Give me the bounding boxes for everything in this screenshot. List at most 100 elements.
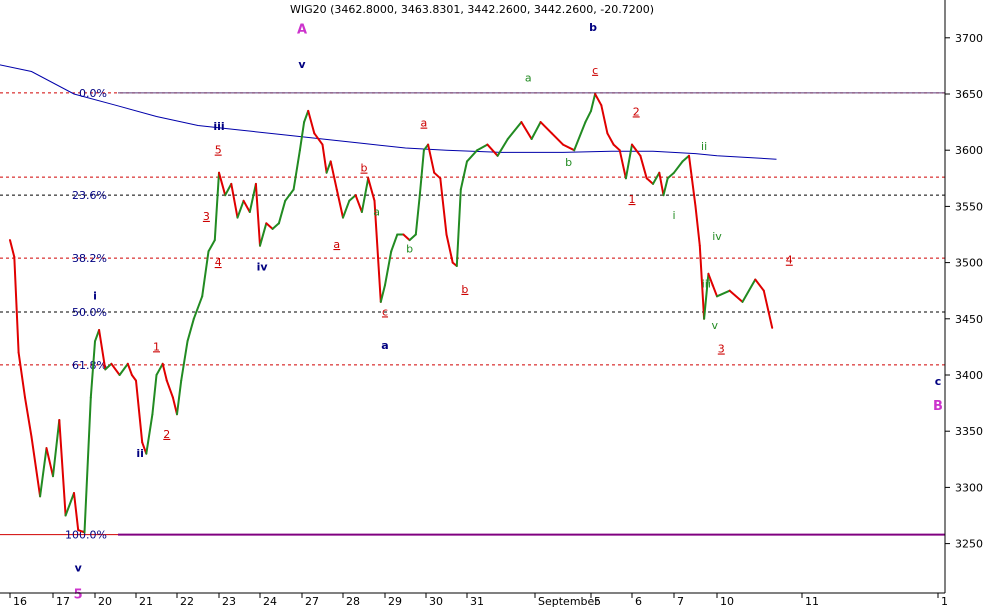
x-tick-label: 28 (346, 595, 360, 608)
price-segment (584, 109, 592, 124)
wave-label: 3 (203, 210, 210, 223)
wave-label: 5 (215, 144, 222, 157)
wave-label: iii (702, 277, 711, 290)
price-segment (236, 199, 245, 219)
price-segment (135, 379, 144, 444)
price-segment (89, 340, 96, 399)
wave-label: 1 (629, 193, 636, 206)
x-tick-label: 10 (720, 595, 734, 608)
wave-label: i (93, 290, 97, 303)
price-segment (126, 362, 133, 376)
price-segment (325, 160, 332, 174)
price-segment (466, 149, 479, 163)
price-segment (130, 374, 137, 382)
price-segment (384, 250, 393, 287)
price-segment (379, 284, 386, 303)
wave-label: B (933, 399, 943, 414)
price-segment (711, 284, 718, 298)
price-segment (703, 272, 710, 320)
x-tick-label: 7 (677, 595, 684, 608)
price-segment (694, 205, 701, 247)
price-segment (418, 149, 425, 197)
price-segment (390, 233, 399, 253)
wave-label: 1 (153, 340, 160, 353)
price-segment (17, 351, 26, 399)
x-tick-label: 31 (470, 595, 484, 608)
x-tick-label: 6 (635, 595, 642, 608)
x-tick-label: 21 (139, 595, 153, 608)
price-segment (77, 529, 86, 534)
moving-average-line (0, 64, 777, 160)
price-segment (476, 143, 489, 152)
price-segment (186, 317, 195, 343)
x-tick-label: 23 (222, 595, 236, 608)
y-tick-label: 3500 (955, 257, 983, 270)
price-segment (9, 239, 16, 258)
wave-label: 5 (74, 588, 83, 603)
price-segment (201, 250, 210, 298)
x-tick-label: 1 (941, 595, 948, 608)
price-segment (455, 188, 462, 267)
wave-labels: 5viiiiiiivvAabcB12345abcabc2134ababiiiii… (74, 21, 943, 603)
price-segment (298, 121, 306, 152)
wave-label: 2 (633, 105, 640, 118)
wave-label: b (361, 162, 368, 175)
wave-label: v (75, 562, 83, 575)
price-segment (673, 160, 684, 174)
price-segment (652, 171, 661, 185)
price-segment (360, 177, 370, 213)
wave-label: iv (712, 230, 722, 243)
price-segment (639, 154, 648, 180)
wave-label: a (421, 117, 428, 130)
price-segment (118, 362, 129, 376)
wave-label: b (589, 21, 597, 34)
price-segment (307, 109, 316, 135)
price-segment (335, 188, 344, 219)
price-segment (414, 194, 421, 236)
wave-label: a (525, 72, 532, 85)
wave-label: iv (257, 261, 269, 274)
price-segment (213, 171, 220, 242)
price-segment (284, 188, 295, 202)
fibonacci-levels: 0.0% 23.6% 38.2% 50.0% 61.8% 100.0% (0, 87, 945, 542)
price-segment (539, 121, 553, 135)
fib-level-label: 100.0% (65, 529, 107, 542)
wave-label: 4 (215, 256, 222, 269)
price-segment (321, 143, 328, 174)
moving-average (0, 64, 777, 160)
price-segment (459, 160, 468, 191)
wave-label: c (935, 375, 942, 388)
price-segment (562, 143, 576, 152)
price-segment (606, 132, 615, 146)
y-tick-label: 3300 (955, 481, 983, 494)
price-segment (155, 362, 164, 376)
x-tick-label: 30 (429, 595, 443, 608)
wave-label: a (381, 339, 388, 352)
price-segment (161, 362, 168, 382)
wave-label: ii (701, 140, 707, 153)
fib-level-label: 61.8% (72, 359, 107, 372)
wave-label: b (565, 156, 572, 169)
price-segment (110, 362, 121, 376)
price-segment (741, 278, 757, 303)
price-segment (277, 199, 287, 225)
price-segment (408, 233, 417, 242)
price-segment (688, 154, 697, 208)
wave-label: v (298, 58, 306, 71)
price-segment (230, 182, 239, 219)
price-segment (373, 199, 382, 303)
price-segment (248, 182, 257, 213)
y-tick-label: 3400 (955, 369, 983, 382)
x-tick-label: 5 (594, 595, 601, 608)
price-segment (348, 194, 357, 202)
y-tick-label: 3550 (955, 200, 983, 213)
x-tick-label: 24 (263, 595, 277, 608)
price-segment (151, 374, 158, 416)
price-segment (728, 289, 744, 303)
price-segment (218, 171, 227, 197)
price-segment (180, 340, 189, 382)
fib-level-label: 23.6% (72, 189, 107, 202)
wave-label: v (712, 319, 719, 332)
fib-level-label: 0.0% (79, 87, 107, 100)
